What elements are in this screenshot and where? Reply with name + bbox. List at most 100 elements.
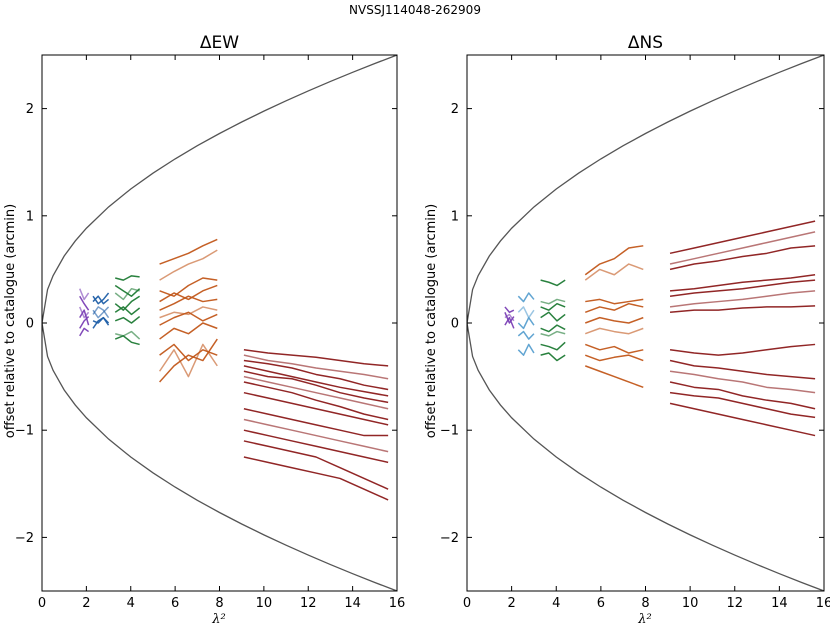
series-line-ns-band-2-1 (517, 292, 535, 303)
x-tick-label-ns: 16 (816, 596, 830, 611)
envelope-curve-ew-lower (42, 322, 397, 591)
series-line-ns-band-4-8 (584, 354, 644, 362)
x-tick-label-ns: 4 (552, 596, 560, 611)
series-line-ns-band-3-3 (540, 302, 566, 311)
series-line-ew-band-5-2 (243, 354, 389, 380)
series-line-ns-band-5-11 (669, 381, 816, 410)
x-tick-label-ns: 6 (597, 596, 605, 611)
series-line-ew-band-4-8 (159, 322, 218, 340)
series-line-ns-band-5-6 (669, 290, 816, 308)
x-tick-label-ns: 2 (507, 596, 515, 611)
envelope-curve-ns-upper (467, 55, 824, 324)
plot-area-ns (467, 55, 824, 591)
series-line-ns-band-3-6 (540, 330, 566, 337)
y-tick-label-ns: 1 (451, 209, 459, 224)
axes-frame-ew (41, 54, 398, 592)
series-line-ew-band-5-6 (243, 375, 389, 410)
series-line-ns-band-4-1 (584, 245, 644, 276)
series-line-ns-band-3-1 (540, 279, 566, 287)
series-line-ew-band-1-1 (79, 295, 90, 311)
x-tick-label-ew: 4 (127, 596, 135, 611)
series-line-ew-band-4-1 (159, 238, 218, 265)
series-line-ns-band-3-5 (540, 324, 566, 333)
series-line-ew-band-1-6 (79, 288, 90, 301)
y-tick-label-ns: −2 (440, 531, 459, 546)
series-line-ns-band-2-5 (517, 343, 535, 356)
series-line-ew-band-2-4 (92, 316, 110, 329)
y-tick-label-ns: −1 (440, 424, 459, 439)
x-tick-label-ew: 16 (389, 596, 406, 611)
series-line-ns-band-4-5 (584, 316, 644, 324)
series-line-ew-band-5-9 (243, 408, 389, 437)
y-tick-label-ew: −1 (15, 424, 34, 439)
figure-title: NVSSJ114048-262909 (349, 3, 481, 17)
series-line-ns-band-5-2 (669, 231, 816, 265)
y-tick-label-ns: 0 (451, 317, 459, 332)
series-line-ns-band-5-7 (669, 305, 816, 314)
series-line-ew-band-3-6 (115, 330, 141, 340)
y-axis-label-ew: offset relative to catalogue (arcmin) (3, 204, 18, 438)
x-tick-label-ns: 8 (641, 596, 649, 611)
series-line-ew-band-2-5 (92, 292, 110, 305)
y-tick-label-ew: 1 (26, 209, 34, 224)
x-tick-label-ew: 10 (256, 596, 273, 611)
series-line-ew-band-5-7 (243, 381, 389, 421)
series-line-ew-band-4-6 (159, 306, 218, 319)
series-line-ns-band-5-12 (669, 391, 816, 419)
series-line-ew-band-1-5 (79, 327, 90, 337)
series-line-ns-band-4-7 (584, 343, 644, 354)
y-tick-label-ew: −2 (15, 531, 34, 546)
x-tick-label-ew: 6 (171, 596, 179, 611)
y-axis-label-ns: offset relative to catalogue (arcmin) (424, 204, 439, 438)
series-line-ew-band-3-1 (115, 275, 140, 281)
series-line-ns-band-5-4 (669, 274, 816, 292)
series-line-ns-band-5-13 (669, 402, 816, 437)
series-line-ns-band-4-9 (584, 365, 644, 389)
series-line-ns-band-4-3 (585, 298, 644, 305)
series-line-ew-band-4-2 (159, 249, 218, 281)
envelope-curve-ew-upper (42, 55, 397, 324)
series-line-ew-band-4-3 (159, 277, 218, 297)
series-line-ew-band-3-5 (114, 315, 141, 324)
series-line-ew-band-1-4 (79, 316, 90, 329)
y-tick-label-ns: 2 (451, 102, 459, 117)
series-line-ns-band-5-8 (669, 343, 816, 356)
series-line-ew-band-3-3 (114, 295, 141, 311)
x-tick-label-ns: 10 (682, 596, 699, 611)
series-line-ew-band-2-2 (92, 306, 110, 319)
series-line-ns-band-2-4 (517, 330, 535, 340)
series-line-ew-band-1-2 (79, 306, 90, 319)
series-line-ns-band-4-2 (584, 263, 644, 281)
series-line-ew-band-4-5 (159, 295, 218, 311)
x-tick-label-ew: 8 (215, 596, 223, 611)
series-line-ns-band-4-4 (584, 302, 644, 313)
x-axis-label-ew: λ² (211, 612, 225, 627)
series-line-ew-band-5-5 (243, 370, 389, 404)
axes-frame-ns (466, 54, 825, 592)
x-tick-label-ns: 14 (771, 596, 788, 611)
series-line-ns-band-5-1 (669, 220, 816, 255)
x-tick-label-ew: 0 (38, 596, 46, 611)
series-line-ns-band-2-2 (517, 306, 535, 319)
series-line-ew-band-3-4 (114, 306, 141, 316)
series-line-ew-band-4-10 (158, 343, 218, 378)
series-line-ns-band-5-10 (669, 370, 816, 394)
series-line-ns-band-3-2 (540, 298, 566, 305)
envelope-curve-ns-lower (467, 322, 824, 591)
x-tick-label-ew: 14 (344, 596, 361, 611)
x-axis-label-ns: λ² (637, 612, 651, 627)
series-line-ns-band-4-6 (584, 327, 644, 335)
series-line-ew-band-2-6 (92, 306, 110, 319)
series-line-ew-band-5-13 (243, 456, 389, 501)
series-line-ns-band-1-4 (504, 311, 515, 324)
series-line-ew-band-5-8 (243, 391, 389, 426)
series-line-ns-band-3-4 (540, 311, 566, 322)
x-tick-label-ns: 12 (726, 596, 743, 611)
series-line-ns-band-3-7 (540, 341, 566, 351)
x-tick-label-ew: 12 (300, 596, 317, 611)
series-line-ew-band-4-11 (159, 338, 218, 383)
series-line-ew-band-1-3 (79, 309, 90, 326)
y-tick-label-ew: 2 (26, 102, 34, 117)
